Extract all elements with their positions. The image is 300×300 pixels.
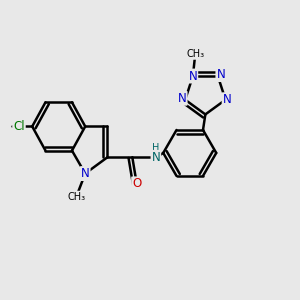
Text: N: N [178, 92, 187, 105]
Text: N: N [216, 68, 225, 81]
Text: O: O [132, 177, 141, 190]
Text: CH₃: CH₃ [67, 191, 86, 202]
Text: N: N [81, 167, 90, 180]
Text: CH₃: CH₃ [186, 49, 204, 59]
Text: Cl: Cl [13, 120, 25, 133]
Text: N: N [188, 70, 197, 83]
Text: N: N [223, 93, 231, 106]
Text: N: N [152, 151, 160, 164]
Text: H: H [152, 143, 160, 153]
